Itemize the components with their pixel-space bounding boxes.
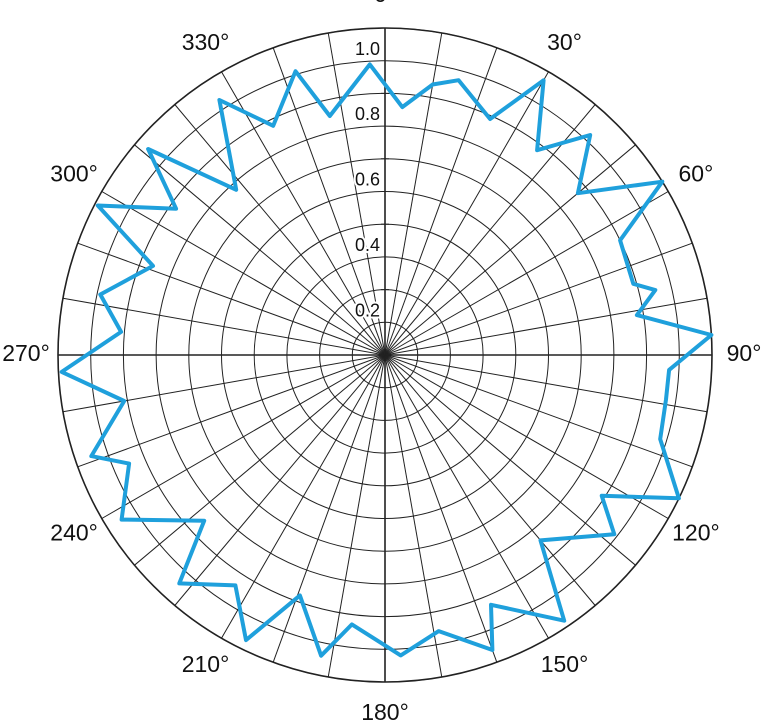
grid-spoke: [272, 354, 386, 663]
grid-spoke: [77, 354, 386, 468]
grid-spoke: [384, 242, 693, 356]
grid-spoke: [384, 297, 708, 356]
grid-spoke: [327, 354, 386, 678]
grid-spoke: [174, 354, 386, 606]
angle-label: 150°: [541, 651, 589, 677]
grid-spoke: [101, 191, 386, 356]
grid-spoke: [384, 354, 636, 566]
angle-label: 180°: [361, 699, 409, 722]
grid-spoke: [384, 354, 498, 663]
grid-spoke: [384, 144, 636, 356]
grid-spoke: [221, 71, 386, 356]
grid-spoke: [62, 297, 386, 356]
grid-spoke: [384, 354, 549, 639]
grid-spoke: [384, 354, 443, 678]
grid-spoke: [384, 354, 669, 519]
angle-label: 0°: [374, 0, 396, 7]
r-tick-label: 0.6: [355, 170, 380, 190]
grid-spoke: [174, 104, 386, 356]
grid-spoke: [101, 354, 386, 519]
r-tick-label: 1.0: [355, 39, 380, 59]
grid-spoke: [384, 354, 596, 606]
grid-spoke: [384, 354, 708, 413]
r-tick-label: 0.8: [355, 104, 380, 124]
angle-label: 240°: [50, 520, 98, 546]
angle-label: 270°: [2, 340, 50, 366]
grid-spoke: [77, 242, 386, 356]
grid-spoke: [134, 144, 386, 356]
grid-spoke: [221, 354, 386, 639]
angle-label: 210°: [182, 651, 230, 677]
r-tick-label: 0.4: [355, 235, 380, 255]
angle-label: 30°: [547, 29, 582, 55]
grid-spoke: [384, 71, 549, 356]
angle-label: 60°: [679, 161, 714, 187]
angle-label: 330°: [182, 29, 230, 55]
grid-spoke: [384, 47, 498, 356]
data-line: [59, 62, 714, 658]
grid-spoke: [62, 354, 386, 413]
grid-spoke: [384, 191, 669, 356]
grid-spoke: [384, 354, 693, 468]
grid-spoke: [384, 104, 596, 356]
grid-spoke: [134, 354, 386, 566]
r-tick-label: 0.2: [355, 300, 380, 320]
grid-spoke: [272, 47, 386, 356]
angle-label: 120°: [672, 520, 720, 546]
angle-label: 300°: [50, 161, 98, 187]
grid-spoke: [327, 32, 386, 356]
angle-label: 90°: [727, 340, 762, 366]
